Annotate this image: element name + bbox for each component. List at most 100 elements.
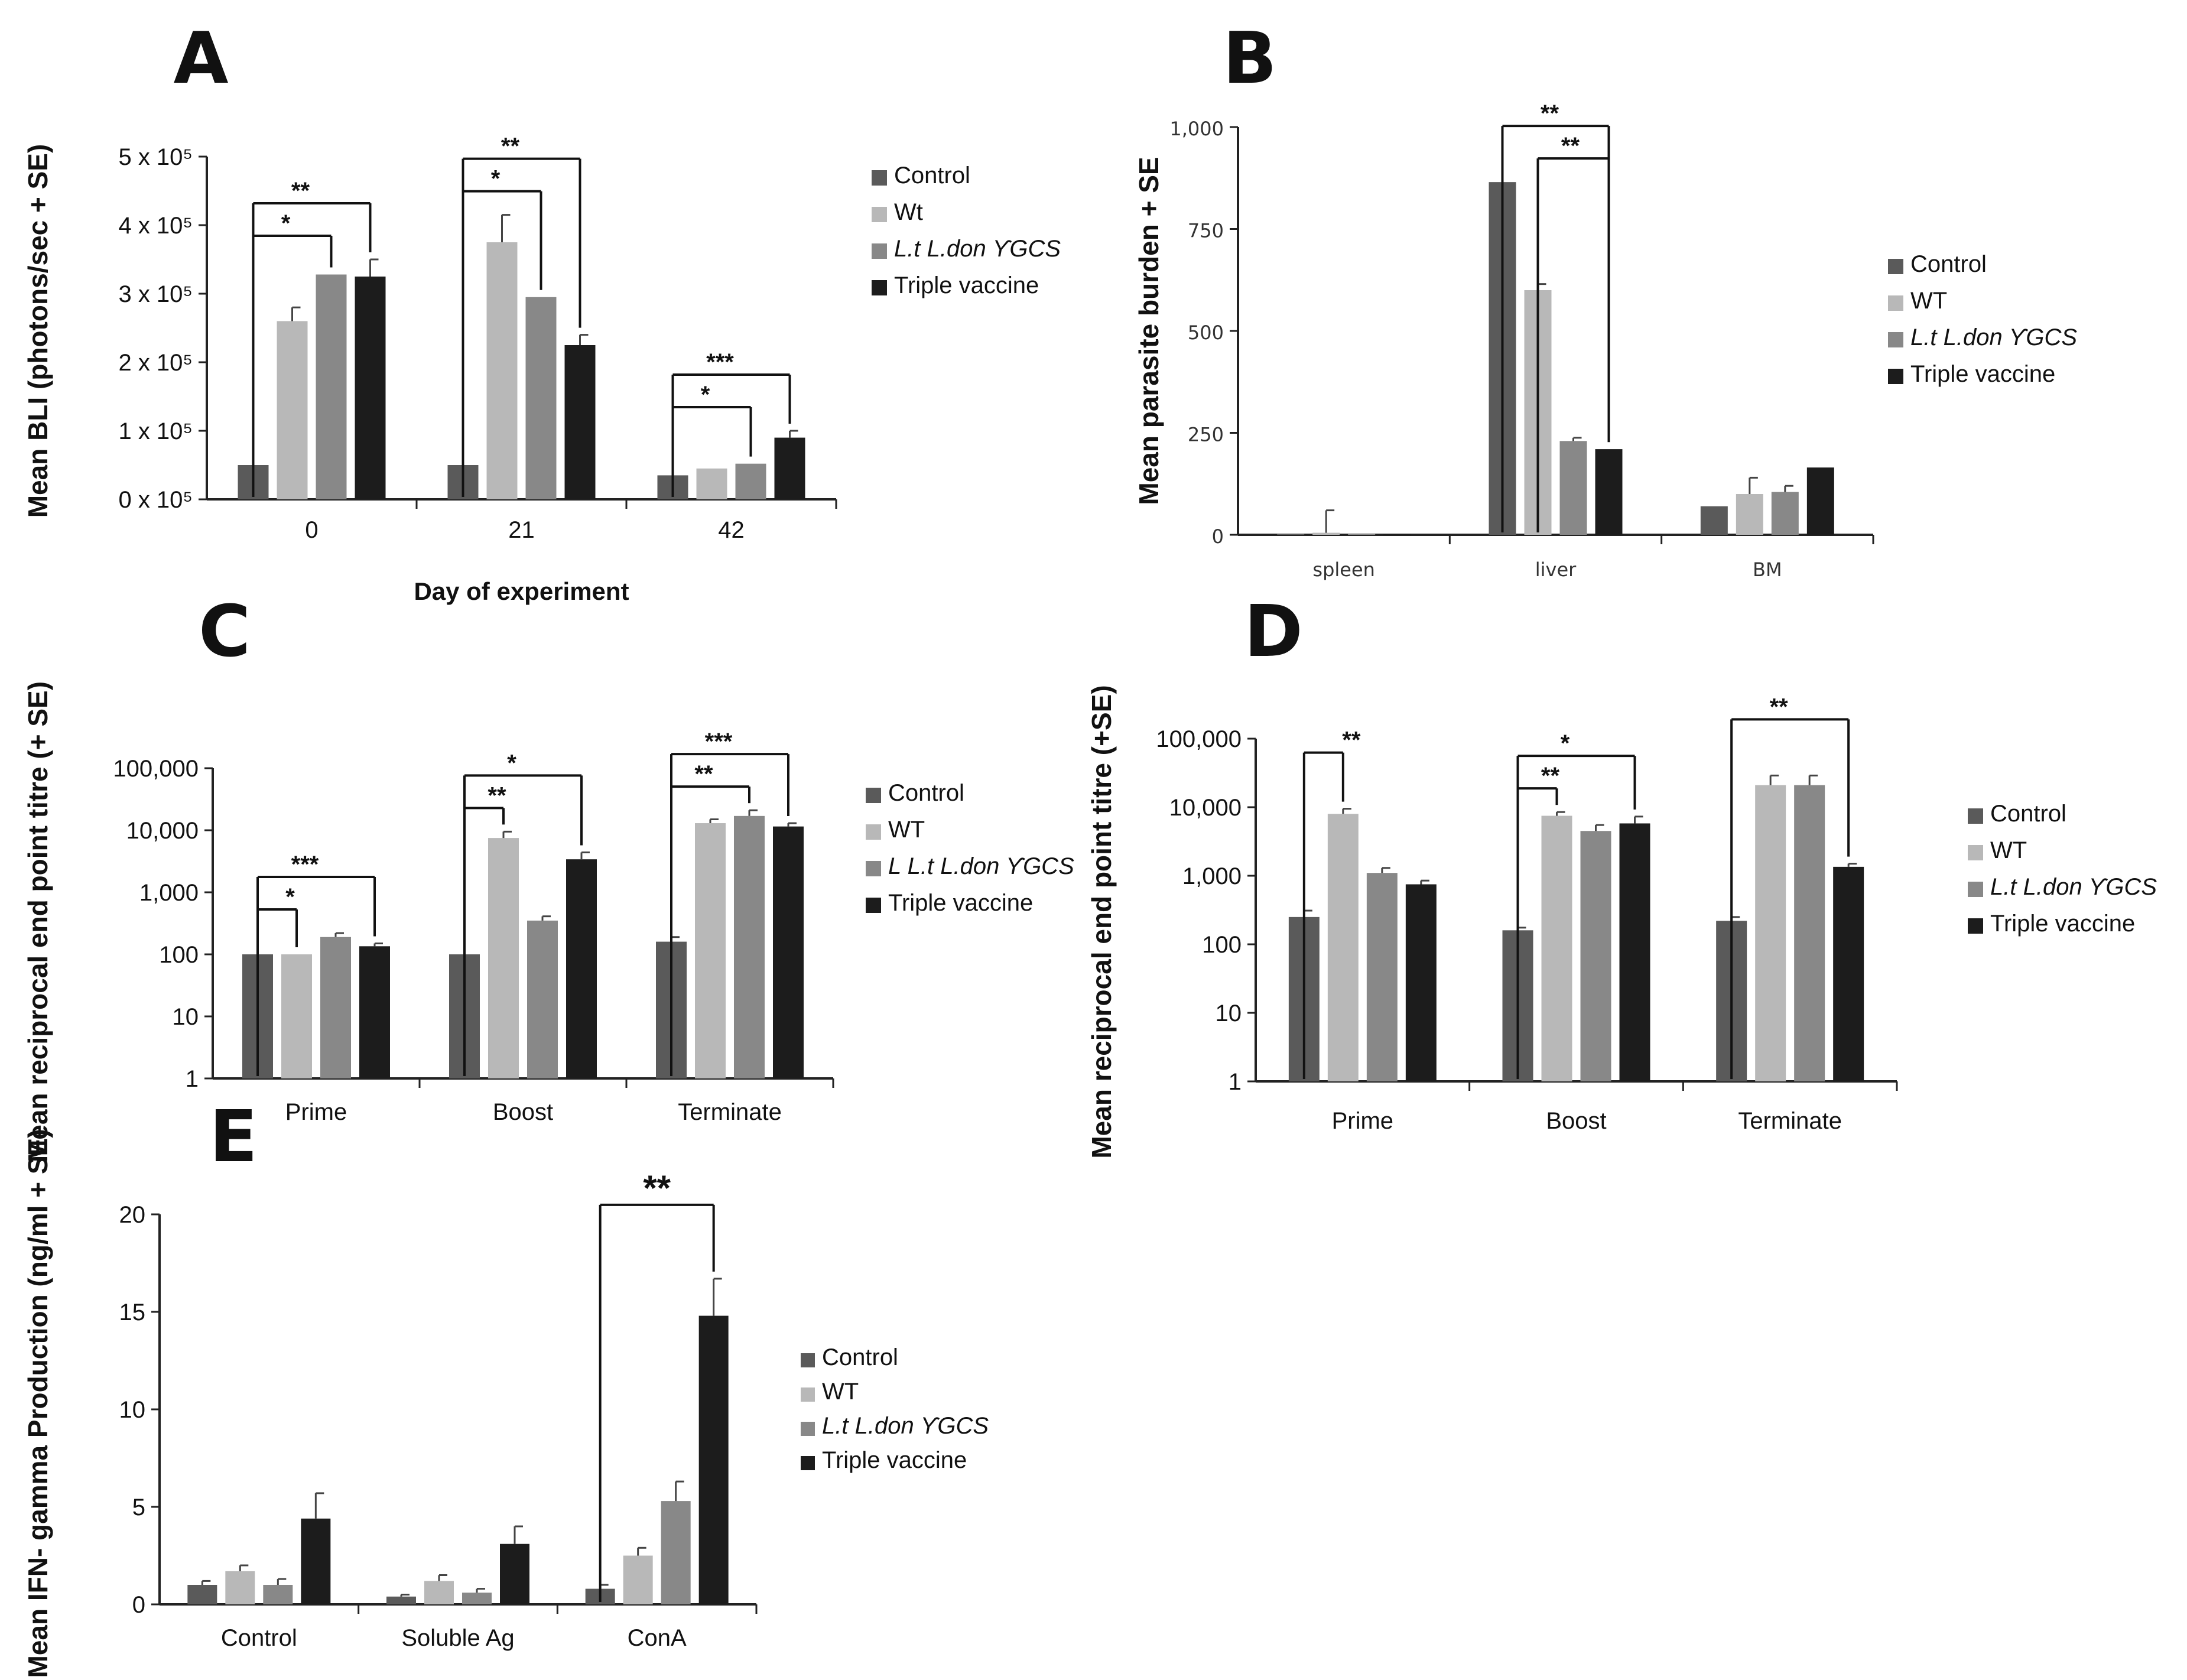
y-tick-label: 5 x 10⁵ <box>118 144 193 170</box>
significance-bracket: ** <box>1536 133 1610 532</box>
legend-label: Triple vaccine <box>894 272 1039 298</box>
significance-label: ** <box>1342 727 1361 753</box>
legend-item: Control <box>866 780 964 806</box>
panel-letter: D <box>1244 591 1303 673</box>
legend-item: L.t L.don ϒGCS <box>1888 324 2077 350</box>
legend-item: Triple vaccine <box>1968 911 2135 937</box>
legend-swatch <box>1888 259 1903 274</box>
panel-letter: C <box>199 591 251 673</box>
significance-bracket: ** <box>463 782 506 1076</box>
y-axis-label: Mean IFN- gamma Production (ng/ml + SE) <box>22 1129 53 1678</box>
legend-swatch <box>872 280 887 295</box>
bar-triple-vaccine <box>359 946 390 1078</box>
significance-bracket: ** <box>599 1168 715 1602</box>
y-axis-label: Mean reciprocal end point titre (+ SE) <box>22 681 53 1162</box>
significance-label: ** <box>1541 100 1559 126</box>
x-axis-label: Day of experiment <box>414 577 629 605</box>
bar-l-t-l-don-gcs <box>527 920 558 1078</box>
bar-wt <box>695 823 726 1078</box>
bar-l-t-l-don-gcs <box>1559 441 1587 535</box>
legend-label: L.t L.don ϒGCS <box>1910 324 2077 350</box>
legend-swatch <box>866 788 881 803</box>
significance-label: ** <box>488 782 506 808</box>
bar-triple-vaccine <box>773 826 804 1078</box>
legend-label: Triple vaccine <box>888 890 1033 916</box>
bar-wt <box>1327 814 1359 1081</box>
legend-item: WT <box>1888 288 1947 314</box>
panel-d: D 1 10 100 1,000 10,000 100,000 Mean reciprocal… <box>1086 591 2157 1159</box>
significance-label: *** <box>291 852 319 878</box>
bar-l-t-l-don-gcs <box>316 274 347 499</box>
bar-wt <box>424 1581 454 1604</box>
legend-item: WT <box>1968 837 2027 863</box>
legend-label: Control <box>822 1344 898 1370</box>
legend-label: WT <box>1990 837 2027 863</box>
legend-swatch <box>1888 332 1903 347</box>
bar-triple-vaccine <box>1595 449 1623 535</box>
bar-triple-vaccine <box>698 1315 729 1604</box>
bar-wt <box>225 1571 255 1604</box>
legend-label: Triple vaccine <box>822 1447 967 1473</box>
x-tick-label: Boost <box>493 1099 553 1125</box>
significance-label: *** <box>705 729 733 755</box>
significance-label: *** <box>706 349 734 375</box>
legend-swatch <box>866 824 881 840</box>
bar-triple-vaccine <box>1833 866 1864 1081</box>
y-tick-label: 2 x 10⁵ <box>118 350 193 376</box>
y-axis-label: Mean BLI (photons/sec + SE) <box>22 144 53 518</box>
y-tick-label: 10,000 <box>126 818 199 844</box>
bar-triple-vaccine <box>566 859 597 1078</box>
bar-l-t-l-don-gcs <box>734 815 765 1078</box>
significance-label: ** <box>1770 694 1789 720</box>
bar-wt <box>1755 785 1786 1081</box>
bar-l-t-l-don-gcs <box>462 1593 492 1604</box>
y-tick-label: 100 <box>159 942 199 968</box>
bar-wt <box>1312 532 1340 535</box>
x-tick-label: Terminate <box>1738 1108 1842 1134</box>
y-tick-label: 4 x 10⁵ <box>118 213 193 239</box>
legend-item: Wt <box>872 199 923 225</box>
legend-item: WT <box>866 817 925 843</box>
bar-triple-vaccine <box>1405 884 1437 1081</box>
significance-label: ** <box>291 178 310 204</box>
bar-l-t-l-don-gcs <box>1348 534 1376 535</box>
panel-a: A 0 x 10⁵ 1 x 10⁵ 2 x 10⁵ 3 x 10⁵ 4 x 10⁵ 5 x … <box>22 18 1061 605</box>
y-tick-label: 10,000 <box>1169 795 1242 821</box>
significance-bracket: * <box>252 210 333 497</box>
panel-e: E 0 5 10 15 20 Mean IFN- gamma Production (ng/… <box>22 1096 989 1678</box>
bar-triple-vaccine <box>564 345 596 499</box>
bar-wt <box>623 1555 653 1604</box>
y-tick-label: 10 <box>1216 1000 1242 1026</box>
bar-triple-vaccine <box>301 1518 331 1604</box>
legend-swatch <box>1888 369 1903 384</box>
legend-swatch <box>801 1422 815 1436</box>
bar-l-t-l-don-gcs <box>1771 492 1799 535</box>
y-tick-label: 1 x 10⁵ <box>118 418 193 444</box>
significance-label: ** <box>501 134 520 160</box>
y-tick-label: 20 <box>119 1202 146 1228</box>
bar-control <box>386 1596 416 1604</box>
legend-label: WT <box>888 817 925 843</box>
bar-l-t-l-don-gcs <box>525 297 557 499</box>
legend-item: L.t L.don ϒGCS <box>1968 874 2157 900</box>
significance-bracket: *** <box>671 349 791 497</box>
significance-label: ** <box>694 761 713 787</box>
legend-swatch <box>1888 295 1903 311</box>
bar-l-t-l-don-gcs <box>735 463 766 499</box>
legend-swatch <box>1968 808 1983 824</box>
legend-label: Control <box>1910 251 1987 277</box>
x-tick-label: Prime <box>1332 1108 1393 1134</box>
y-tick-label: 3 x 10⁵ <box>118 281 193 307</box>
bar-wt <box>1541 815 1572 1081</box>
bar-control <box>1277 533 1305 535</box>
y-tick-label: 250 <box>1188 424 1224 446</box>
y-tick-label: 500 <box>1188 321 1224 344</box>
significance-bracket: ** <box>1516 763 1559 1079</box>
legend-swatch <box>872 207 887 222</box>
significance-bracket: * <box>671 382 752 497</box>
significance-label: * <box>491 166 501 192</box>
legend-swatch <box>866 898 881 913</box>
x-tick-label: Boost <box>1546 1108 1606 1134</box>
x-tick-label: BM <box>1753 558 1782 581</box>
